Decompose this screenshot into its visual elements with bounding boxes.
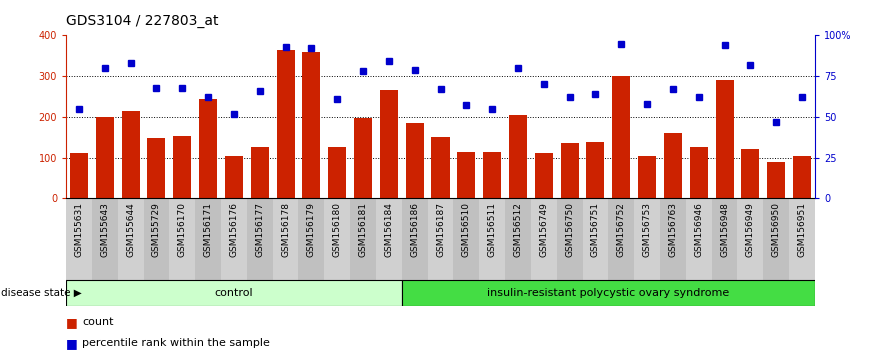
Bar <box>741 149 759 198</box>
Bar <box>483 152 501 198</box>
Text: GSM156750: GSM156750 <box>565 202 574 257</box>
Bar <box>763 198 789 280</box>
Bar <box>712 198 737 280</box>
Text: GSM156751: GSM156751 <box>591 202 600 257</box>
Bar <box>405 123 424 198</box>
Bar <box>660 198 685 280</box>
Bar <box>634 198 660 280</box>
Text: control: control <box>215 288 253 298</box>
Text: GSM155631: GSM155631 <box>75 202 84 257</box>
Bar <box>767 162 785 198</box>
Text: GSM156170: GSM156170 <box>178 202 187 257</box>
Text: GSM156752: GSM156752 <box>617 202 626 257</box>
Bar <box>402 198 427 280</box>
Bar <box>789 198 815 280</box>
Text: GSM155644: GSM155644 <box>126 202 135 257</box>
Bar <box>638 156 656 198</box>
Text: GSM156171: GSM156171 <box>204 202 212 257</box>
Text: ■: ■ <box>66 316 78 329</box>
Bar <box>225 156 243 198</box>
Text: GSM156181: GSM156181 <box>359 202 367 257</box>
Text: percentile rank within the sample: percentile rank within the sample <box>82 338 270 348</box>
Bar <box>432 137 449 198</box>
Bar <box>380 90 398 198</box>
Text: GSM156186: GSM156186 <box>411 202 419 257</box>
Bar <box>70 154 88 198</box>
Bar <box>302 52 321 198</box>
Bar <box>350 198 376 280</box>
Bar <box>199 99 217 198</box>
Bar <box>272 198 299 280</box>
Bar <box>535 153 552 198</box>
Bar <box>247 198 272 280</box>
Text: GSM156184: GSM156184 <box>384 202 393 257</box>
Bar <box>169 198 196 280</box>
Bar <box>66 280 402 306</box>
Bar <box>354 118 372 198</box>
Bar <box>174 136 191 198</box>
Text: GSM156178: GSM156178 <box>281 202 290 257</box>
Bar <box>251 147 269 198</box>
Bar <box>531 198 557 280</box>
Bar <box>324 198 350 280</box>
Text: GSM156950: GSM156950 <box>772 202 781 257</box>
Text: ■: ■ <box>66 337 78 350</box>
Bar <box>609 198 634 280</box>
Bar <box>793 156 811 198</box>
Text: GSM155643: GSM155643 <box>100 202 109 257</box>
Bar <box>328 147 346 198</box>
Text: GSM156176: GSM156176 <box>229 202 239 257</box>
Bar <box>664 133 682 198</box>
Bar <box>557 198 582 280</box>
Bar <box>587 142 604 198</box>
Bar <box>685 198 712 280</box>
Bar <box>690 147 707 198</box>
Text: GSM156187: GSM156187 <box>436 202 445 257</box>
Bar <box>376 198 402 280</box>
Text: GSM156753: GSM156753 <box>642 202 652 257</box>
Bar <box>277 50 294 198</box>
Bar <box>221 198 247 280</box>
Bar <box>122 111 140 198</box>
Bar <box>96 117 114 198</box>
Text: GSM156946: GSM156946 <box>694 202 703 257</box>
Text: GSM156951: GSM156951 <box>797 202 806 257</box>
Text: GSM156177: GSM156177 <box>255 202 264 257</box>
Text: GSM156949: GSM156949 <box>746 202 755 257</box>
Text: count: count <box>82 317 114 327</box>
Bar <box>66 198 92 280</box>
Text: GSM155729: GSM155729 <box>152 202 161 257</box>
Text: GSM156179: GSM156179 <box>307 202 316 257</box>
Text: GSM156948: GSM156948 <box>720 202 729 257</box>
Bar <box>509 115 527 198</box>
Bar <box>299 198 324 280</box>
Bar <box>560 143 579 198</box>
Bar <box>92 198 118 280</box>
Bar <box>196 198 221 280</box>
Text: GSM156749: GSM156749 <box>539 202 548 257</box>
Bar <box>454 198 479 280</box>
Bar <box>118 198 144 280</box>
Text: GSM156512: GSM156512 <box>514 202 522 257</box>
Bar <box>144 198 169 280</box>
Text: GSM156511: GSM156511 <box>488 202 497 257</box>
Text: insulin-resistant polycystic ovary syndrome: insulin-resistant polycystic ovary syndr… <box>487 288 729 298</box>
Text: GSM156510: GSM156510 <box>462 202 470 257</box>
Text: disease state ▶: disease state ▶ <box>1 288 82 298</box>
Text: GSM156763: GSM156763 <box>669 202 677 257</box>
Text: GSM156180: GSM156180 <box>333 202 342 257</box>
Bar <box>402 280 815 306</box>
Bar <box>715 80 734 198</box>
Bar <box>505 198 531 280</box>
Bar <box>612 76 630 198</box>
Bar <box>427 198 454 280</box>
Bar <box>479 198 505 280</box>
Bar <box>147 138 166 198</box>
Bar <box>457 152 476 198</box>
Bar <box>737 198 763 280</box>
Bar <box>582 198 609 280</box>
Text: GDS3104 / 227803_at: GDS3104 / 227803_at <box>66 14 218 28</box>
